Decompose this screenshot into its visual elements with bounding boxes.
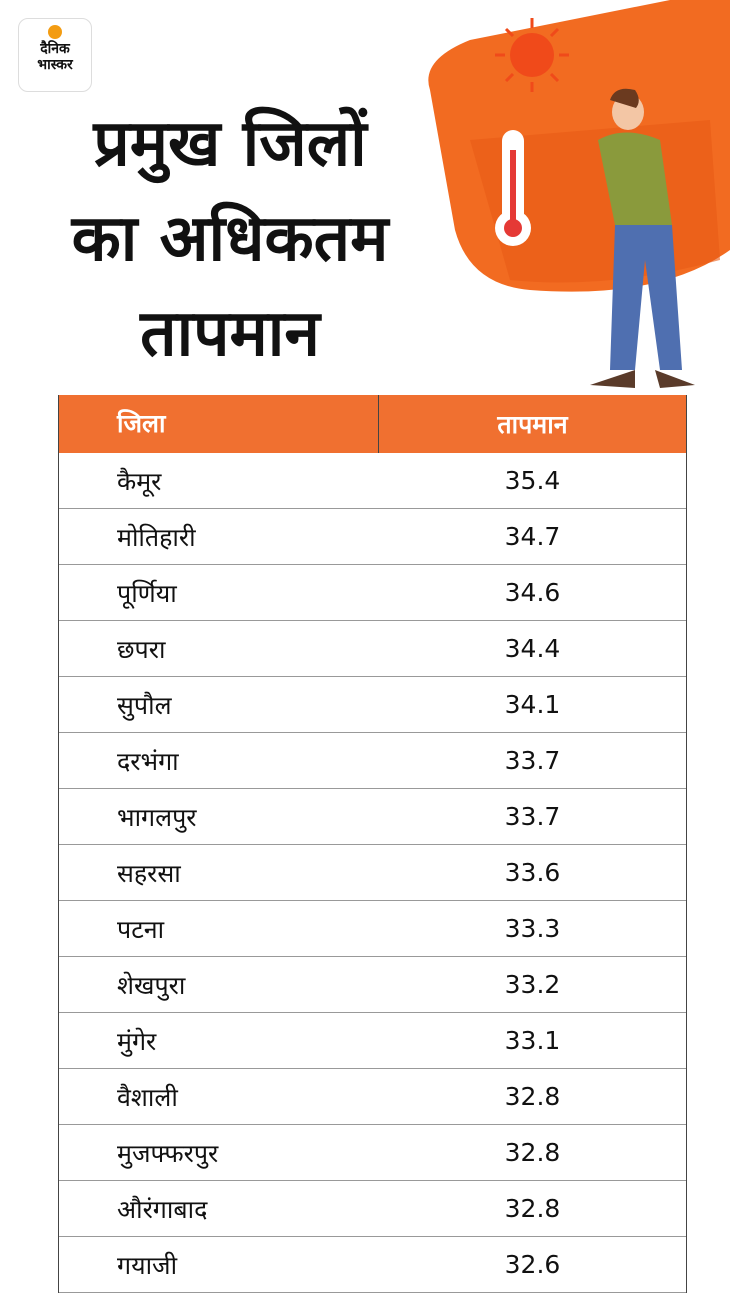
district-cell: मुंगेर xyxy=(117,1026,157,1056)
logo-line: भास्कर xyxy=(37,57,73,73)
district-cell: कैमूर xyxy=(117,466,162,496)
temperature-cell: 32.8 xyxy=(504,1138,561,1167)
logo-dot xyxy=(48,25,62,39)
district-cell: औरंगाबाद xyxy=(117,1194,208,1224)
table-row: मुजफ्फरपुर 32.8 xyxy=(59,1125,686,1181)
table-row: सहरसा 33.6 xyxy=(59,845,686,901)
district-cell: पूर्णिया xyxy=(117,578,177,608)
temperature-cell: 34.4 xyxy=(504,634,561,663)
table-row: भागलपुर 33.7 xyxy=(59,789,686,845)
illustration xyxy=(428,0,730,388)
table-row: गयाजी 32.6 xyxy=(59,1237,686,1293)
district-cell: शेखपुरा xyxy=(117,970,186,1000)
temperature-cell: 33.3 xyxy=(504,914,561,943)
district-cell: गयाजी xyxy=(117,1250,178,1280)
title-line: प्रमुख जिलों xyxy=(93,107,367,181)
district-cell: छपरा xyxy=(117,634,166,664)
district-cell: पटना xyxy=(117,914,165,944)
header-cell: जिला xyxy=(59,395,379,453)
district-cell: सुपौल xyxy=(117,690,172,720)
temperature-cell: 32.6 xyxy=(504,1250,561,1279)
district-cell: मुजफ्फरपुर xyxy=(117,1138,219,1168)
temperature-cell: 33.6 xyxy=(504,858,561,887)
temperature-cell: 34.1 xyxy=(504,690,561,719)
table-row: पूर्णिया 34.6 xyxy=(59,565,686,621)
table-row: सुपौल 34.1 xyxy=(59,677,686,733)
district-cell: सहरसा xyxy=(117,858,181,888)
logo: दैनिक भास्कर xyxy=(18,18,92,92)
temperature-cell: 33.7 xyxy=(504,746,561,775)
header-cell: तापमान xyxy=(497,410,568,439)
district-cell: भागलपुर xyxy=(117,802,197,832)
title-line: का अधिकतम xyxy=(71,202,389,276)
district-cell: वैशाली xyxy=(117,1082,178,1112)
temperature-cell: 32.8 xyxy=(504,1082,561,1111)
temperature-cell: 34.6 xyxy=(504,578,561,607)
district-cell: दरभंगा xyxy=(117,746,179,776)
logo-line: दैनिक xyxy=(40,41,70,57)
table-row: दरभंगा 33.7 xyxy=(59,733,686,789)
table-row: पटना 33.3 xyxy=(59,901,686,957)
table-row: मुंगेर 33.1 xyxy=(59,1013,686,1069)
temperature-cell: 35.4 xyxy=(504,466,561,495)
title-line: तापमान xyxy=(140,297,320,371)
table: जिला तापमान कैमूर 35.4 मोतिहारी 34.7 पूर्णिय… xyxy=(58,395,687,1293)
table-row: मोतिहारी 34.7 xyxy=(59,509,686,565)
temperature-cell: 32.8 xyxy=(504,1194,561,1223)
district-cell: मोतिहारी xyxy=(117,522,196,552)
table-row: छपरा 34.4 xyxy=(59,621,686,677)
table-row: शेखपुरा 33.2 xyxy=(59,957,686,1013)
table-header: जिला तापमान xyxy=(59,395,686,453)
temperature-cell: 33.2 xyxy=(504,970,561,999)
table-row: कैमूर 35.4 xyxy=(59,453,686,509)
temperature-cell: 33.7 xyxy=(504,802,561,831)
table-row: वैशाली 32.8 xyxy=(59,1069,686,1125)
temperature-cell: 34.7 xyxy=(504,522,561,551)
table-row: औरंगाबाद 32.8 xyxy=(59,1181,686,1237)
temperature-cell: 33.1 xyxy=(504,1026,561,1055)
